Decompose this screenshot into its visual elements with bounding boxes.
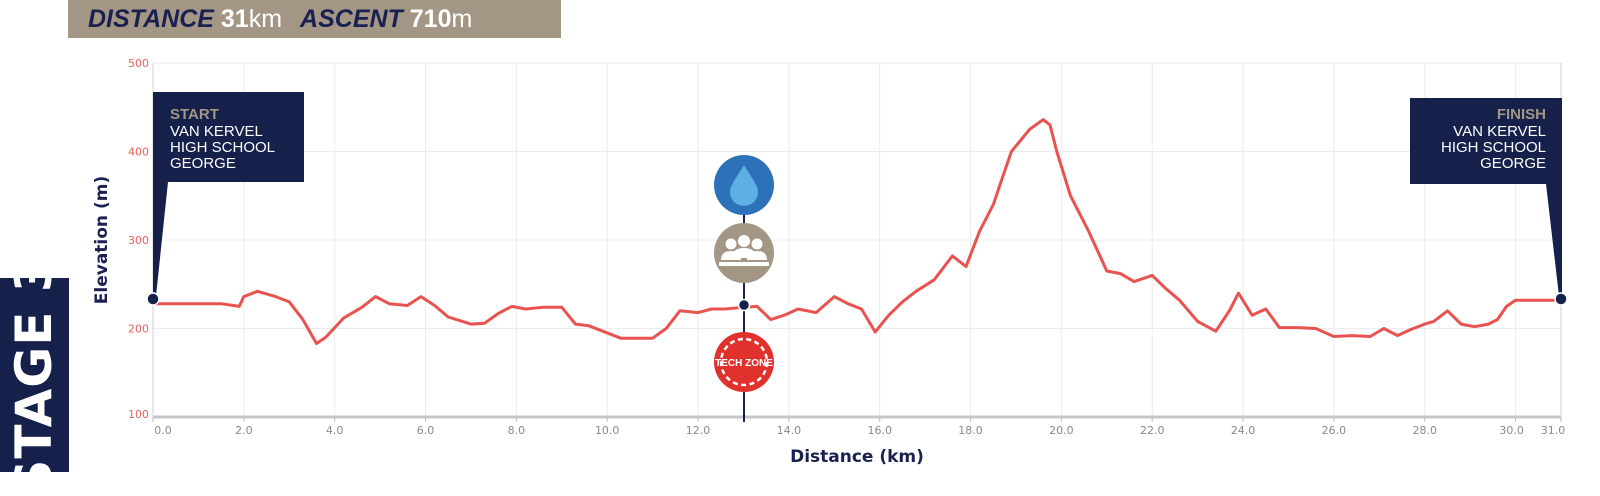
y-tick-label: 400 (128, 146, 149, 159)
y-tick-label: 100 (128, 408, 149, 421)
x-axis-ticks: 0.0 2.0 4.0 6.0 8.0 10.0 12.0 14.0 16.0 18.0 20.0 2… (154, 424, 1565, 437)
x-tick-label: 0.0 (154, 424, 172, 437)
route-summary: DISTANCE 31km ASCENT 710m (88, 4, 472, 34)
y-tick-label: 200 (128, 323, 149, 336)
x-tick-label: 20.0 (1049, 424, 1074, 437)
start-callout: START VAN KERVEL HIGH SCHOOL GEORGE (146, 92, 304, 306)
finish-line-1: VAN KERVEL (1453, 123, 1546, 140)
finish-callout: FINISH VAN KERVEL HIGH SCHOOL GEORGE (1410, 98, 1568, 306)
start-heading: START (170, 106, 219, 123)
water-drop-icon (714, 155, 774, 215)
tech-zone-label: TECH ZONE (715, 358, 773, 369)
waypoint-marker (737, 298, 751, 312)
y-tick-label: 300 (128, 234, 149, 247)
elevation-profile-chart: 0.0 2.0 4.0 6.0 8.0 10.0 12.0 14.0 16.0 18.0 20.0 2… (92, 57, 1568, 467)
ascent-label: ASCENT (300, 5, 403, 33)
x-axis-title: Distance (km) (790, 447, 924, 467)
x-tick-label: 16.0 (867, 424, 892, 437)
y-axis-title: Elevation (m) (92, 176, 112, 304)
x-tick-label: 12.0 (686, 424, 711, 437)
start-line-1: VAN KERVEL (170, 123, 263, 140)
finish-heading: FINISH (1497, 106, 1546, 123)
waypoint-stack: TECH ZONE (714, 155, 774, 422)
x-tick-label: 14.0 (777, 424, 802, 437)
ascent-unit: m (451, 5, 473, 33)
start-marker (146, 292, 160, 306)
x-tick-label: 24.0 (1231, 424, 1256, 437)
finish-line-3: GEORGE (1480, 155, 1546, 172)
distance-label: DISTANCE (88, 5, 214, 33)
x-tick-label: 6.0 (417, 424, 435, 437)
stage-badge (0, 278, 69, 472)
header-bar (68, 0, 561, 38)
finish-line-2: HIGH SCHOOL (1441, 139, 1546, 156)
y-axis-ticks: 200 300 400 500 100 (128, 57, 149, 421)
x-tick-label: 30.0 (1499, 424, 1524, 437)
x-tick-label: 2.0 (235, 424, 253, 437)
x-tick-label: 18.0 (958, 424, 983, 437)
x-tick-label: 28.0 (1412, 424, 1437, 437)
start-line-3: GEORGE (170, 155, 236, 172)
distance-unit: km (248, 5, 283, 33)
distance-value: 31 (220, 5, 249, 33)
tech-zone-icon: TECH ZONE (714, 332, 774, 392)
start-line-2: HIGH SCHOOL (170, 139, 275, 156)
x-tick-label: 4.0 (326, 424, 344, 437)
spectators-icon (714, 223, 774, 283)
chart-axes (152, 63, 1562, 422)
x-tick-label: 10.0 (595, 424, 620, 437)
y-tick-label: 500 (128, 57, 149, 70)
finish-marker (1554, 292, 1568, 306)
ascent-value: 710 (409, 5, 452, 33)
x-tick-label: 26.0 (1322, 424, 1347, 437)
elevation-series-line (153, 118, 1561, 345)
x-tick-label: 22.0 (1140, 424, 1165, 437)
x-tick-label: 31.0 (1541, 424, 1566, 437)
chart-grid (153, 62, 1561, 417)
x-tick-label: 8.0 (508, 424, 526, 437)
